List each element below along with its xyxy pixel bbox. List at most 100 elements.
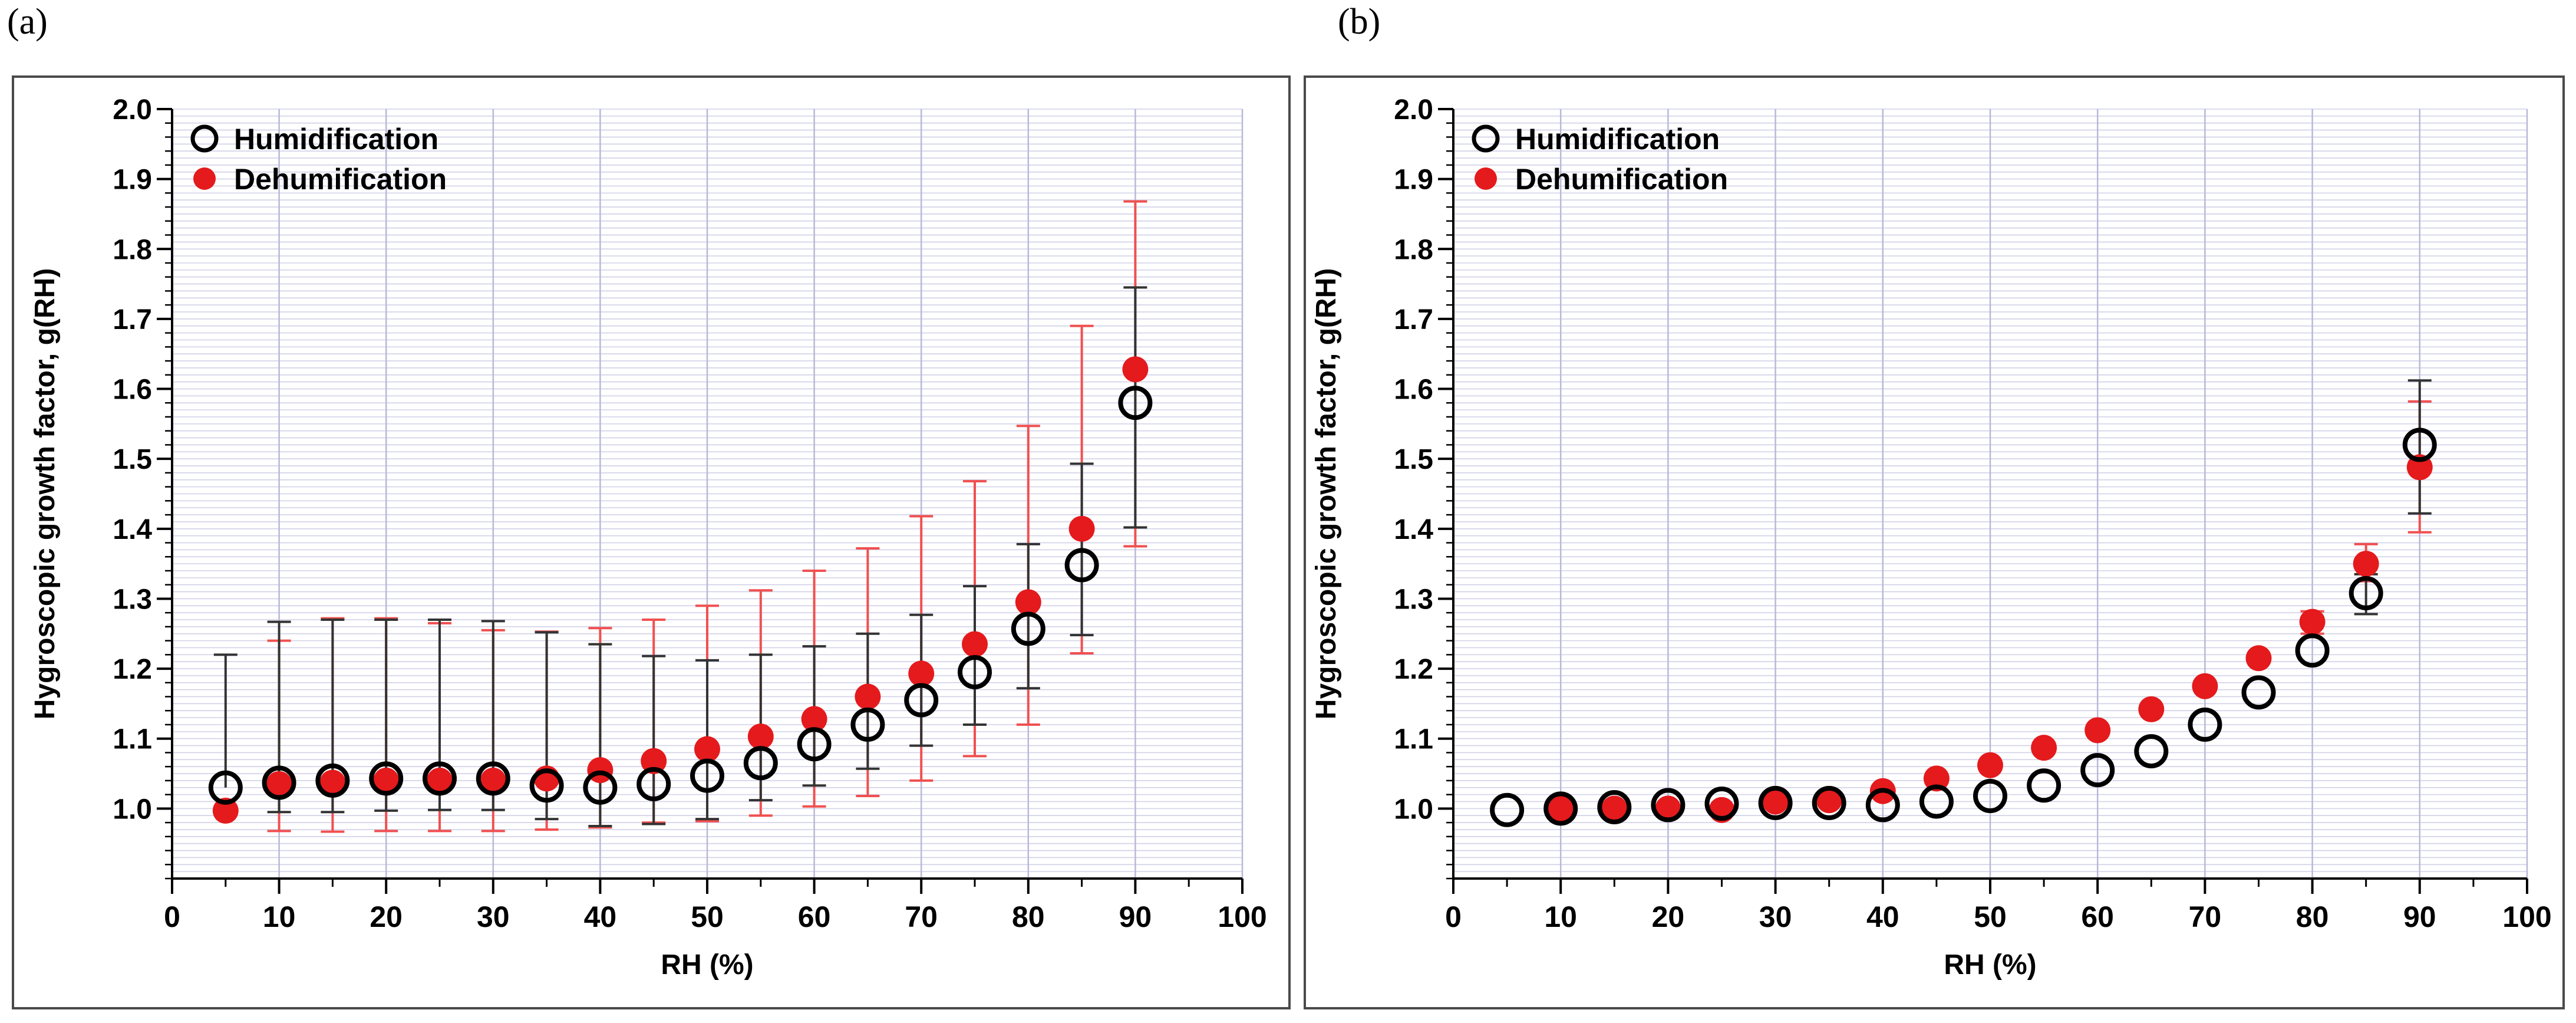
legend-label-dehumidification: Dehumification: [1515, 163, 1728, 196]
data-point-humidification: [2080, 753, 2115, 788]
data-point-humidification: [208, 770, 243, 805]
data-point-humidification: [1118, 386, 1153, 420]
data-point-humidification: [1543, 791, 1578, 826]
legend-label-humidification: Humidification: [234, 123, 438, 156]
data-point-dehumidification: [1977, 752, 2003, 778]
data-point-dehumidification: [1122, 356, 1149, 383]
x-tick-label-1: 10: [1544, 900, 1577, 933]
legend-label-dehumidification: Dehumification: [234, 163, 447, 196]
x-tick-label-6: 60: [798, 900, 831, 933]
y-tick-label-0: 1.0: [1394, 794, 1433, 825]
data-point-dehumidification: [2299, 608, 2326, 635]
data-point-humidification: [369, 761, 404, 796]
data-point-dehumidification: [1601, 795, 1628, 822]
x-tick-label-8: 80: [2296, 900, 2329, 933]
data-point-humidification: [1704, 787, 1739, 821]
panel-a-label: (a): [7, 2, 48, 42]
data-point-humidification: [2241, 675, 2276, 710]
y-tick-label-3: 1.3: [113, 584, 152, 615]
data-point-dehumidification: [212, 797, 239, 824]
data-point-dehumidification: [1923, 765, 1950, 792]
data-point-dehumidification: [747, 723, 774, 750]
panel-a-x-axis-title: RH (%): [661, 949, 753, 981]
data-point-humidification: [2295, 633, 2330, 668]
data-point-dehumidification: [319, 769, 346, 796]
data-point-dehumidification: [801, 706, 827, 732]
data-point-dehumidification: [2406, 454, 2433, 481]
panel-a-points-humidification: [208, 386, 1153, 805]
y-tick-label-2: 1.2: [1394, 654, 1433, 685]
y-tick-label-6: 1.6: [1394, 374, 1433, 406]
x-tick-label-6: 60: [2081, 900, 2114, 933]
y-tick-label-6: 1.6: [113, 374, 152, 406]
y-tick-label-5: 1.5: [113, 444, 152, 475]
data-point-humidification: [583, 770, 618, 805]
data-point-dehumidification: [2192, 673, 2218, 699]
data-point-dehumidification: [962, 631, 988, 657]
panel-a-y-axis-title: Hygroscopic growth factor, g(RH): [29, 268, 61, 719]
data-point-humidification: [1011, 611, 1045, 646]
x-tick-label-5: 50: [691, 900, 724, 933]
data-point-humidification: [476, 761, 510, 796]
data-point-humidification: [1490, 792, 1525, 827]
data-point-dehumidification: [1762, 788, 1789, 815]
data-point-humidification: [423, 761, 457, 796]
data-point-dehumidification: [641, 748, 667, 774]
x-tick-label-7: 70: [905, 900, 938, 933]
data-point-humidification: [1865, 788, 1900, 823]
y-tick-label-5: 1.5: [1394, 444, 1433, 475]
data-point-dehumidification: [2084, 717, 2111, 744]
panel-b-points-humidification: [1490, 427, 2437, 827]
x-tick-label-1: 10: [263, 900, 296, 933]
data-point-humidification: [315, 763, 350, 798]
data-point-humidification: [1064, 548, 1099, 583]
data-point-dehumidification: [1548, 795, 1574, 822]
x-tick-label-10: 100: [2502, 900, 2551, 933]
data-point-dehumidification: [1015, 589, 1041, 616]
x-tick-label-2: 20: [1652, 900, 1685, 933]
data-point-dehumidification: [694, 736, 720, 762]
y-tick-label-4: 1.4: [113, 514, 152, 545]
data-point-dehumidification: [2138, 696, 2165, 722]
data-point-humidification: [2402, 427, 2437, 462]
data-point-humidification: [1812, 785, 1846, 820]
data-point-humidification: [850, 708, 885, 742]
y-tick-label-10: 2.0: [113, 94, 152, 126]
y-tick-label-7: 1.7: [1394, 304, 1433, 335]
x-tick-label-10: 100: [1218, 900, 1266, 933]
data-point-dehumidification: [2353, 551, 2379, 577]
x-tick-label-5: 50: [1974, 900, 2007, 933]
x-tick-label-0: 0: [164, 900, 180, 933]
data-point-humidification: [2349, 575, 2383, 610]
data-point-humidification: [1758, 785, 1793, 820]
data-point-dehumidification: [1068, 515, 1095, 542]
data-point-dehumidification: [373, 767, 400, 794]
y-tick-label-9: 1.9: [113, 165, 152, 196]
x-tick-label-3: 30: [477, 900, 510, 933]
panel-a-errorbars-humidification: [213, 286, 1147, 828]
y-tick-label-2: 1.2: [113, 654, 152, 685]
x-tick-label-2: 20: [370, 900, 403, 933]
y-tick-label-4: 1.4: [1394, 514, 1433, 545]
panel-b-label: (b): [1338, 2, 1381, 42]
data-point-dehumidification: [908, 660, 935, 687]
legend-marker-humidification: [1472, 124, 1500, 153]
x-tick-label-4: 40: [1866, 900, 1899, 933]
data-point-humidification: [2134, 734, 2169, 769]
x-tick-label-8: 80: [1012, 900, 1045, 933]
data-point-dehumidification: [2031, 735, 2057, 761]
data-point-dehumidification: [266, 771, 292, 797]
data-point-dehumidification: [1655, 795, 1681, 822]
data-point-humidification: [2188, 708, 2222, 742]
x-tick-label-7: 70: [2189, 900, 2222, 933]
panel-a-points-dehumidification: [212, 356, 1149, 824]
x-tick-label-9: 90: [1119, 900, 1152, 933]
y-tick-label-7: 1.7: [113, 304, 152, 335]
legend-marker-dehumidification: [1475, 167, 1497, 190]
data-point-humidification: [1597, 790, 1632, 824]
data-point-dehumidification: [480, 767, 506, 794]
data-point-humidification: [529, 768, 564, 803]
y-tick-label-1: 1.1: [113, 724, 152, 755]
